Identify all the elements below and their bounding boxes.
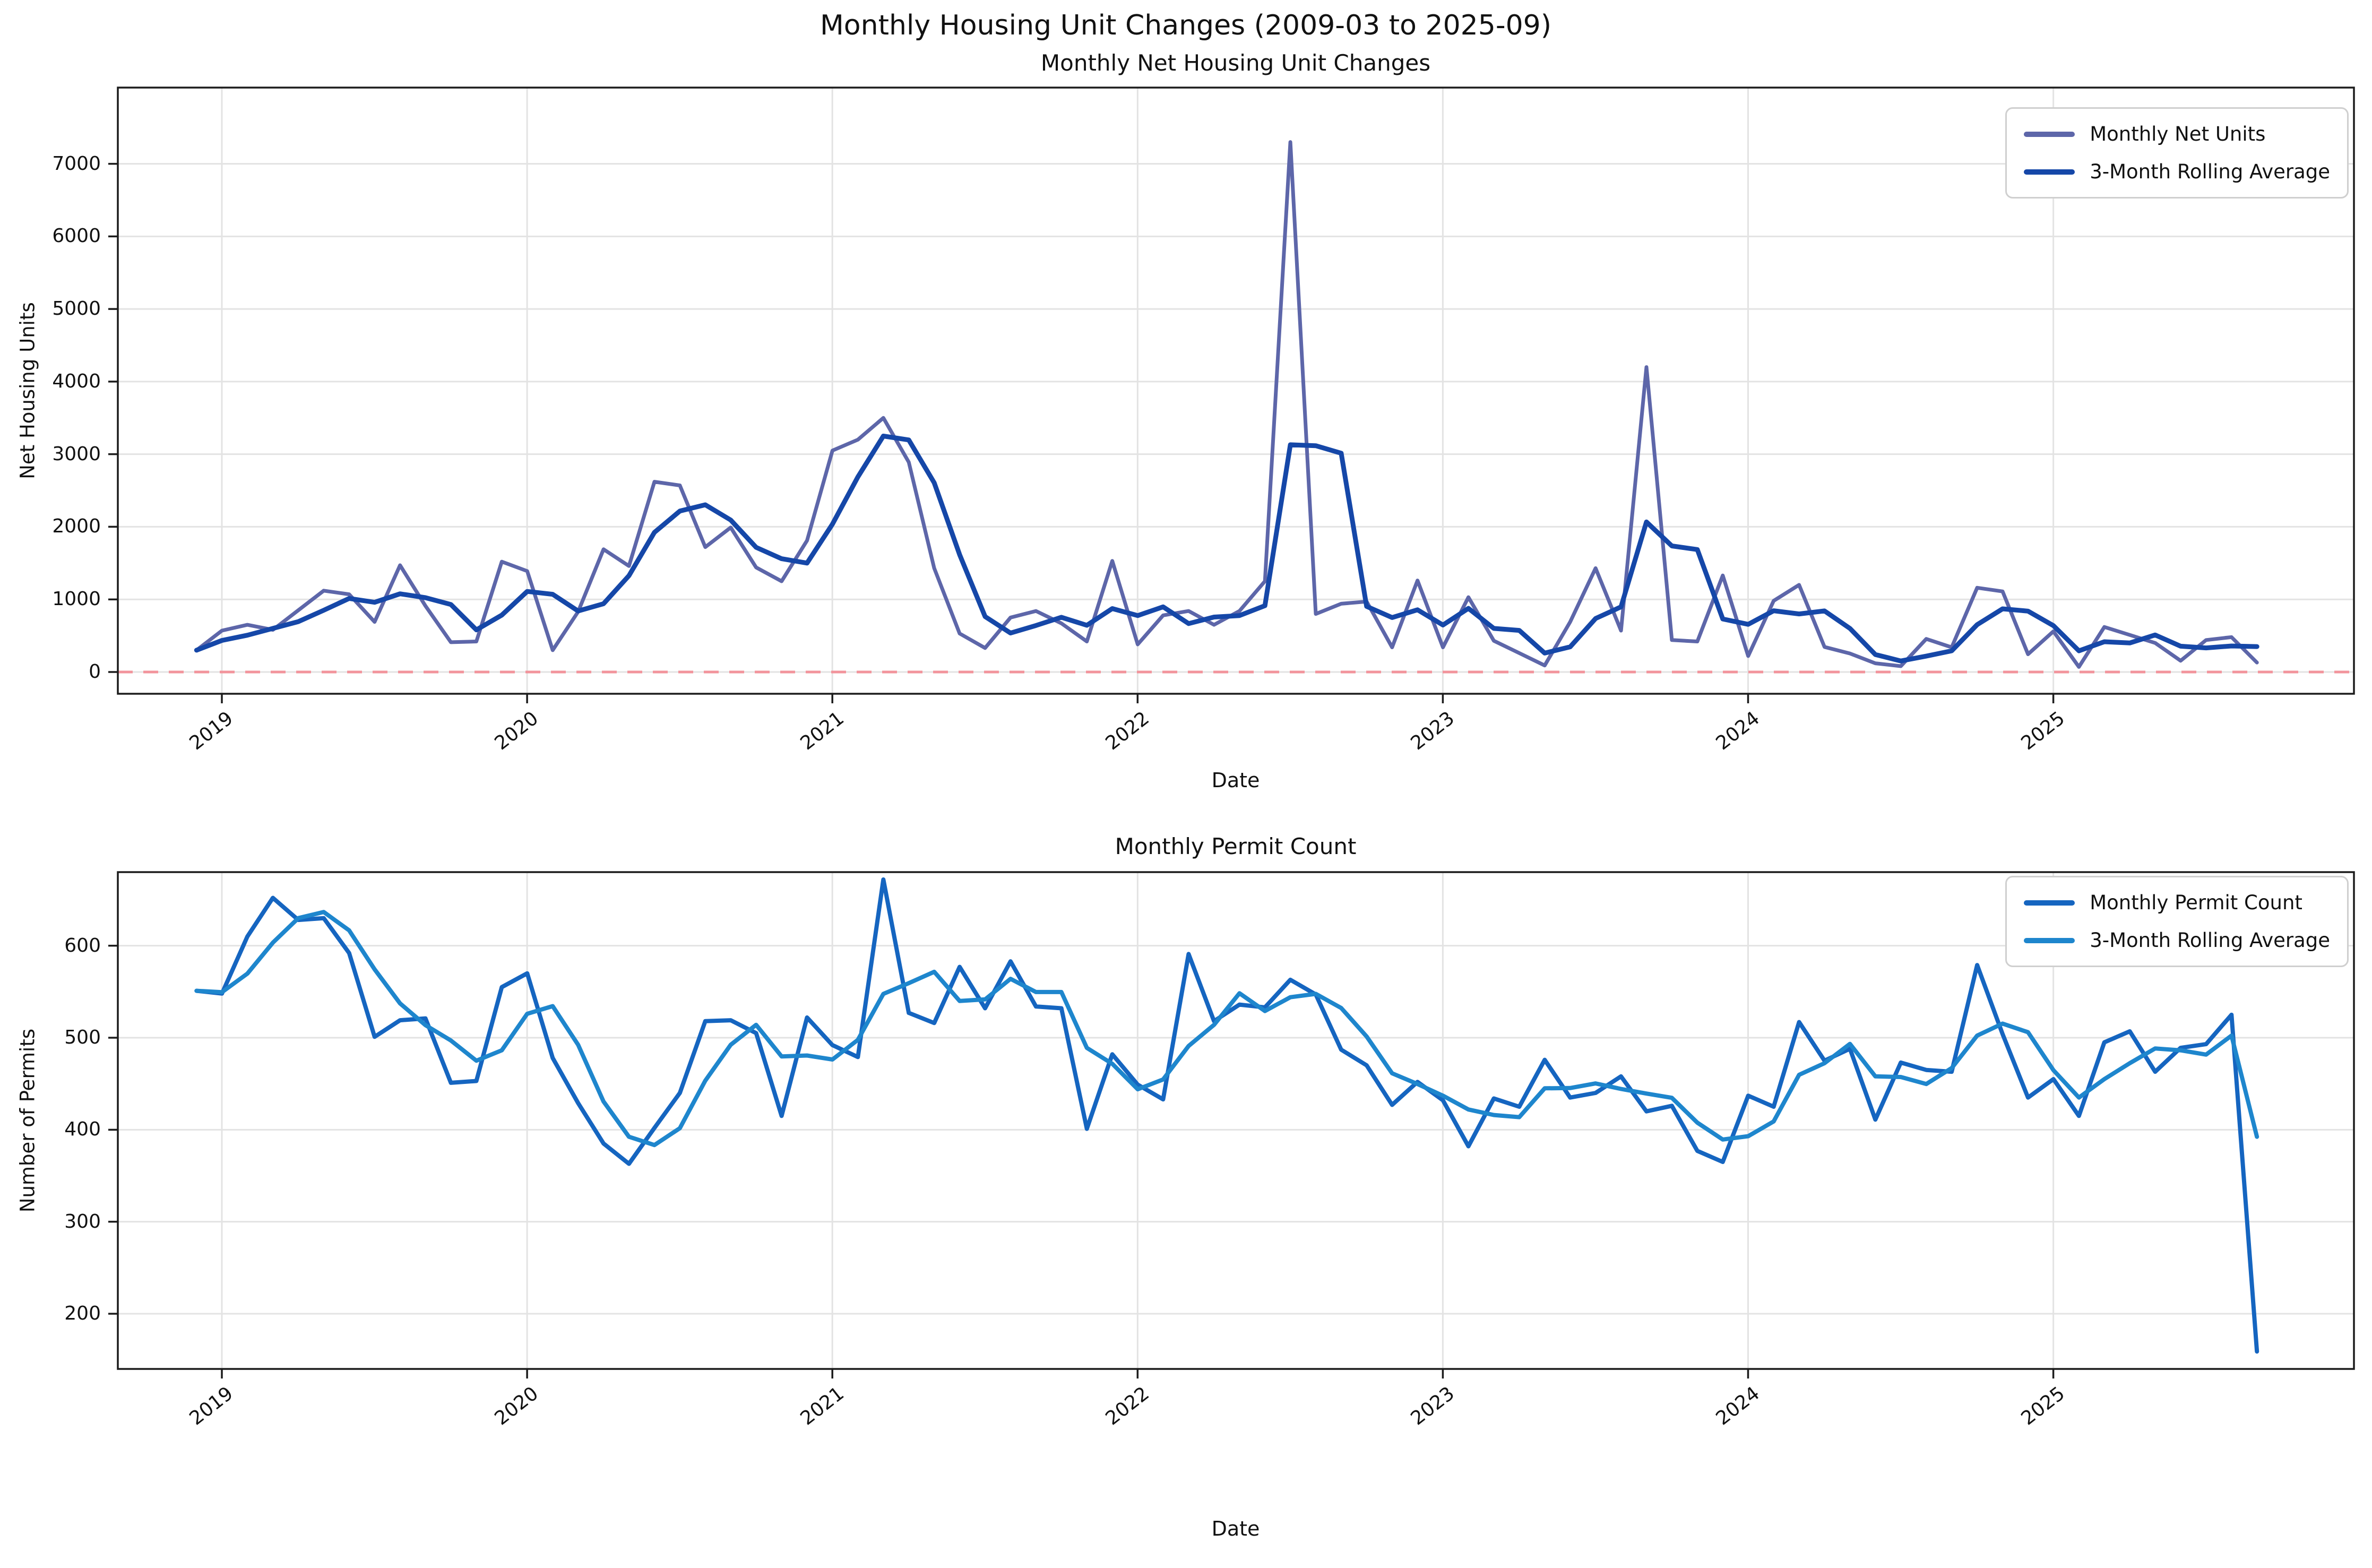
monthly-permit-count-line-chart-1 [194,877,2259,1354]
y-tick-label: 300 [64,1210,101,1233]
legend-label: 3-Month Rolling Average [2090,929,2330,952]
bottom-legend: Monthly Permit Count 3-Month Rolling Ave… [2005,876,2349,967]
y-tick-label: 7000 [52,152,101,175]
legend-label: Monthly Net Units [2090,123,2266,145]
y-tick-label: 5000 [52,298,101,320]
figure-title: Monthly Housing Unit Changes (2009-03 to… [820,10,1552,41]
y-tick-label: 600 [64,934,101,957]
y-tick-label: 400 [64,1118,101,1141]
y-tick-label: 6000 [52,225,101,247]
y-tick-label: 0 [89,660,101,683]
top-chart-title: Monthly Net Housing Unit Changes [1040,50,1431,76]
tick-marks-chart-1 [108,944,2055,1379]
y-tick-label: 1000 [52,588,101,610]
3-month-rolling-average-line-chart-0 [194,434,2259,664]
legend-item-permit-rolling: 3-Month Rolling Average [2024,929,2330,952]
top-x-axis-label: Date [1211,769,1260,792]
net-rolling-swatch-icon [2024,169,2075,175]
bottom-chart-title: Monthly Permit Count [1115,833,1357,859]
y-tick-label: 200 [64,1303,101,1324]
tick-marks-chart-0 [108,162,2055,703]
axes-border-chart-0 [117,87,2355,695]
legend-item-permit-count: Monthly Permit Count [2024,891,2330,914]
legend-item-net-rolling: 3-Month Rolling Average [2024,160,2330,183]
monthly-net-units-line-chart-0 [194,140,2259,669]
y-tick-label: 4000 [52,370,101,392]
permit-rolling-swatch-icon [2024,937,2075,943]
legend-label: Monthly Permit Count [2090,891,2302,914]
permit-count-swatch-icon [2024,900,2075,906]
y-tick-label: 2000 [52,515,101,538]
axes-border-chart-1 [117,871,2355,1370]
top-legend: Monthly Net Units 3-Month Rolling Averag… [2005,107,2349,199]
y-tick-label: 500 [64,1027,101,1048]
3-month-rolling-average-line-chart-1 [194,910,2259,1148]
legend-item-net-units: Monthly Net Units [2024,123,2330,145]
bottom-x-axis-label: Date [1211,1517,1260,1540]
y-tick-label: 3000 [52,443,101,465]
net-units-swatch-icon [2024,131,2075,137]
legend-label: 3-Month Rolling Average [2090,160,2330,183]
grid-chart-0 [118,88,2354,694]
